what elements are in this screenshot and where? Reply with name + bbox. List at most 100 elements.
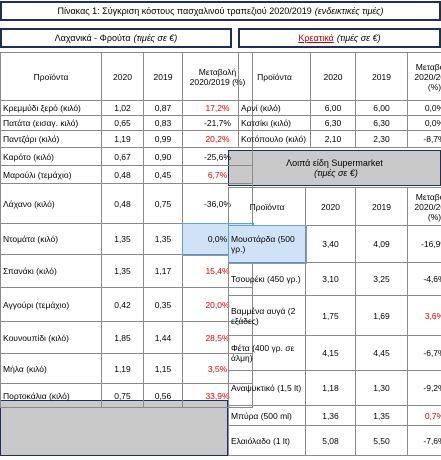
title-note: (ενδεικτικές τιμές) [314,6,384,16]
column-header: 2019 [143,52,183,101]
product-name: Κατσίκι (κιλό) [238,115,311,131]
change-cell: -9,2% [407,370,441,406]
product-name: Αρνί (κιλό) [238,100,311,116]
price-cell: 1,35 [355,405,408,426]
section-unit: (τιμές σε €) [133,33,178,43]
data-row: Κατσίκι (κιλό)6,306,300,0% [238,115,441,131]
data-row: Φέτα (400 γρ. σε άλμη)4,154,45-6,7% [228,335,441,371]
price-cell: 6,30 [355,115,408,131]
column-header: 2019 [355,52,408,101]
data-row: Αγγούρι (τεμάχιο) 0,42 0,35 20,0% [0,287,253,322]
data-row: Κρεμμύδι ξερό (κιλό) 1,02 0,87 17,2% [0,100,253,116]
product-name: Τσουρέκι (450 γρ.) [228,262,306,296]
data-row: Πατάτα (εισαγ. κιλό) 0,65 0,83 -21,7% [0,115,253,131]
price-cell: 0,56 [143,383,183,408]
price-cell: 4,09 [355,225,408,263]
data-row: Καρότο (κιλό) 0,67 0,90 -25,6% [0,147,253,166]
change-cell: -4,6% [407,262,441,296]
price-cell: 0,75 [143,183,183,224]
product-name: Καρότο (κιλό) [0,147,102,166]
change-cell: 0,0% [407,115,441,131]
data-row: Λάχανο (κιλό) 0,48 0,75 -36,0% [0,183,253,224]
product-name: Πορτοκάλια (κιλό) [0,383,102,408]
change-cell: 6,7% [182,165,253,184]
column-header: 2020 [305,187,356,226]
product-name: Κουνουπίδι (κιλό) [0,321,102,354]
price-cell: 0,48 [101,183,144,224]
product-name: Λάχανο (κιλό) [0,183,102,224]
title: Πίνακας 1: Σύγκριση κόστους πασχαλινού τ… [57,6,312,16]
price-cell: 6,00 [355,100,408,116]
data-row: Παντζάρι (κιλό) 1,19 0,99 20,2% [0,130,253,148]
price-cell: 3,25 [355,262,408,296]
price-cell: 4,15 [305,335,356,371]
product-name: Μήλα (κιλό) [0,353,102,384]
price-cell: 0,45 [143,165,183,184]
product-name: Παντζάρι (κιλό) [0,130,102,148]
price-cell: 6,00 [310,100,356,116]
price-cell: 0,83 [143,115,183,131]
price-cell: 1,15 [143,353,183,384]
column-header: Προϊόντα [228,187,306,226]
product-name: Κρεμμύδι ξερό (κιλό) [0,100,102,116]
price-cell: 0,90 [143,147,183,166]
product-name: Μαρούλι (τεμάχιο) [0,165,102,184]
price-cell: 0,65 [101,115,144,131]
price-cell: 3,40 [305,225,356,263]
price-cell: 2,30 [355,130,408,148]
section-title: Λοιπά είδη Supermarket [286,158,383,168]
product-name: Φέτα (400 γρ. σε άλμη) [228,335,306,371]
column-header: Μεταβολή 2020/2019 (%) [407,52,441,101]
price-cell: 5,08 [305,425,356,456]
price-cell: 1,44 [143,321,183,354]
product-name: Σπανάκι (κιλό) [0,254,102,288]
price-cell: 1,35 [101,223,144,255]
price-cell: 1,35 [143,223,183,255]
price-cell: 5,50 [355,425,408,456]
change-cell: -8,7% [407,130,441,148]
product-name: Μουστάρδα (500 γρ.) [227,224,307,264]
data-row: Πορτοκάλια (κιλό) 0,75 0,56 33,9% [0,383,253,408]
column-header: Προϊόντα [0,52,102,101]
data-row: Τσουρέκι (450 γρ.)3,103,25-4,6% [228,262,441,296]
price-cell: 1,85 [101,321,144,354]
section-header: Κρεατικά (τιμές σε €) [238,28,441,48]
change-cell: -6,7% [407,335,441,371]
product-name: Ελαιόλαδο (1 lt) [228,425,306,456]
product-name: Κοτόπουλο (κιλό) [238,130,311,148]
data-row: Αναψυκτικό (1,5 lt)1,181,30-9,2% [228,370,441,406]
data-row: Βαμμένα αυγά (2 εξάδες)1,751,693,6% [228,295,441,336]
section-unit: (τιμές σε €) [336,33,381,43]
data-row: Μπύρα (500 ml)1,361,350,7% [228,405,441,426]
price-cell: 0,87 [143,100,183,116]
change-cell: 3,6% [407,295,441,336]
column-header: 2019 [355,187,408,226]
price-cell: 6,30 [310,115,356,131]
price-cell: 1,19 [101,353,144,384]
data-row: Μαρούλι (τεμάχιο) 0,48 0,45 6,7% [0,165,253,184]
data-row: Ελαιόλαδο (1 lt)5,085,50-7,6% [228,425,441,456]
price-cell: 1,17 [143,254,183,288]
column-header: Προϊόντα [238,52,311,101]
change-cell: -16,9% [407,225,441,263]
product-name: Βαμμένα αυγά (2 εξάδες) [228,295,306,336]
price-cell: 0,42 [101,287,144,322]
price-cell: 1,36 [305,405,356,426]
price-cell: 1,69 [355,295,408,336]
change-cell: 0,0% [407,100,441,116]
price-cell: 0,35 [143,287,183,322]
price-cell: 2,10 [310,130,356,148]
column-header: 2020 [310,52,356,101]
price-cell: 1,19 [101,130,144,148]
change-cell: -7,6% [407,425,441,456]
change-cell: -25,6% [182,147,253,166]
price-cell: 1,18 [305,370,356,406]
data-row: Σπανάκι (κιλό) 1,35 1,17 15,4% [0,254,253,288]
data-row: Μουστάρδα (500 γρ.)3,404,09-16,9% [227,224,441,264]
